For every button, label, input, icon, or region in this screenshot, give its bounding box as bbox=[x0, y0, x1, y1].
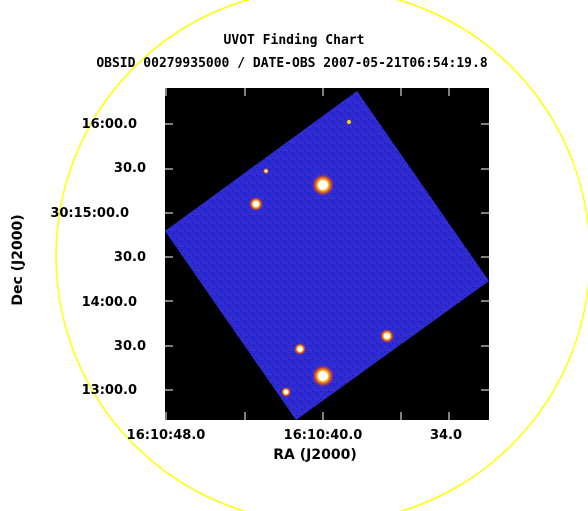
source bbox=[318, 371, 328, 381]
x-tick-label: 34.0 bbox=[429, 428, 463, 443]
source bbox=[318, 180, 328, 190]
y-tick-label: 16:00.0 bbox=[81, 117, 137, 132]
source bbox=[253, 201, 259, 207]
fov-circle bbox=[55, 0, 588, 511]
exposure-field bbox=[165, 91, 489, 420]
chart-title: UVOT Finding Chart bbox=[223, 33, 365, 48]
source bbox=[297, 346, 303, 352]
source bbox=[347, 120, 351, 124]
axis-ticks bbox=[165, 88, 489, 420]
source bbox=[284, 390, 288, 394]
x-tick-label: 16:10:48.0 bbox=[126, 428, 206, 443]
x-axis-label: RA (J2000) bbox=[273, 447, 357, 463]
y-tick-label: 30.0 bbox=[113, 339, 146, 354]
y-axis-label: Dec (J2000) bbox=[10, 214, 26, 306]
source bbox=[263, 168, 269, 174]
source bbox=[384, 333, 390, 339]
y-tick-label: 30:15:00.0 bbox=[50, 206, 129, 221]
sources bbox=[249, 120, 394, 397]
y-tick-label: 13:00.0 bbox=[81, 383, 137, 398]
y-tick-label: 14:00.0 bbox=[81, 295, 137, 310]
x-tick-label: 16:10:40.0 bbox=[283, 428, 363, 443]
y-tick-label: 30.0 bbox=[113, 161, 146, 176]
chart-subtitle: OBSID 00279935000 / DATE-OBS 2007-05-21T… bbox=[96, 56, 488, 71]
y-tick-label: 30.0 bbox=[113, 250, 146, 265]
